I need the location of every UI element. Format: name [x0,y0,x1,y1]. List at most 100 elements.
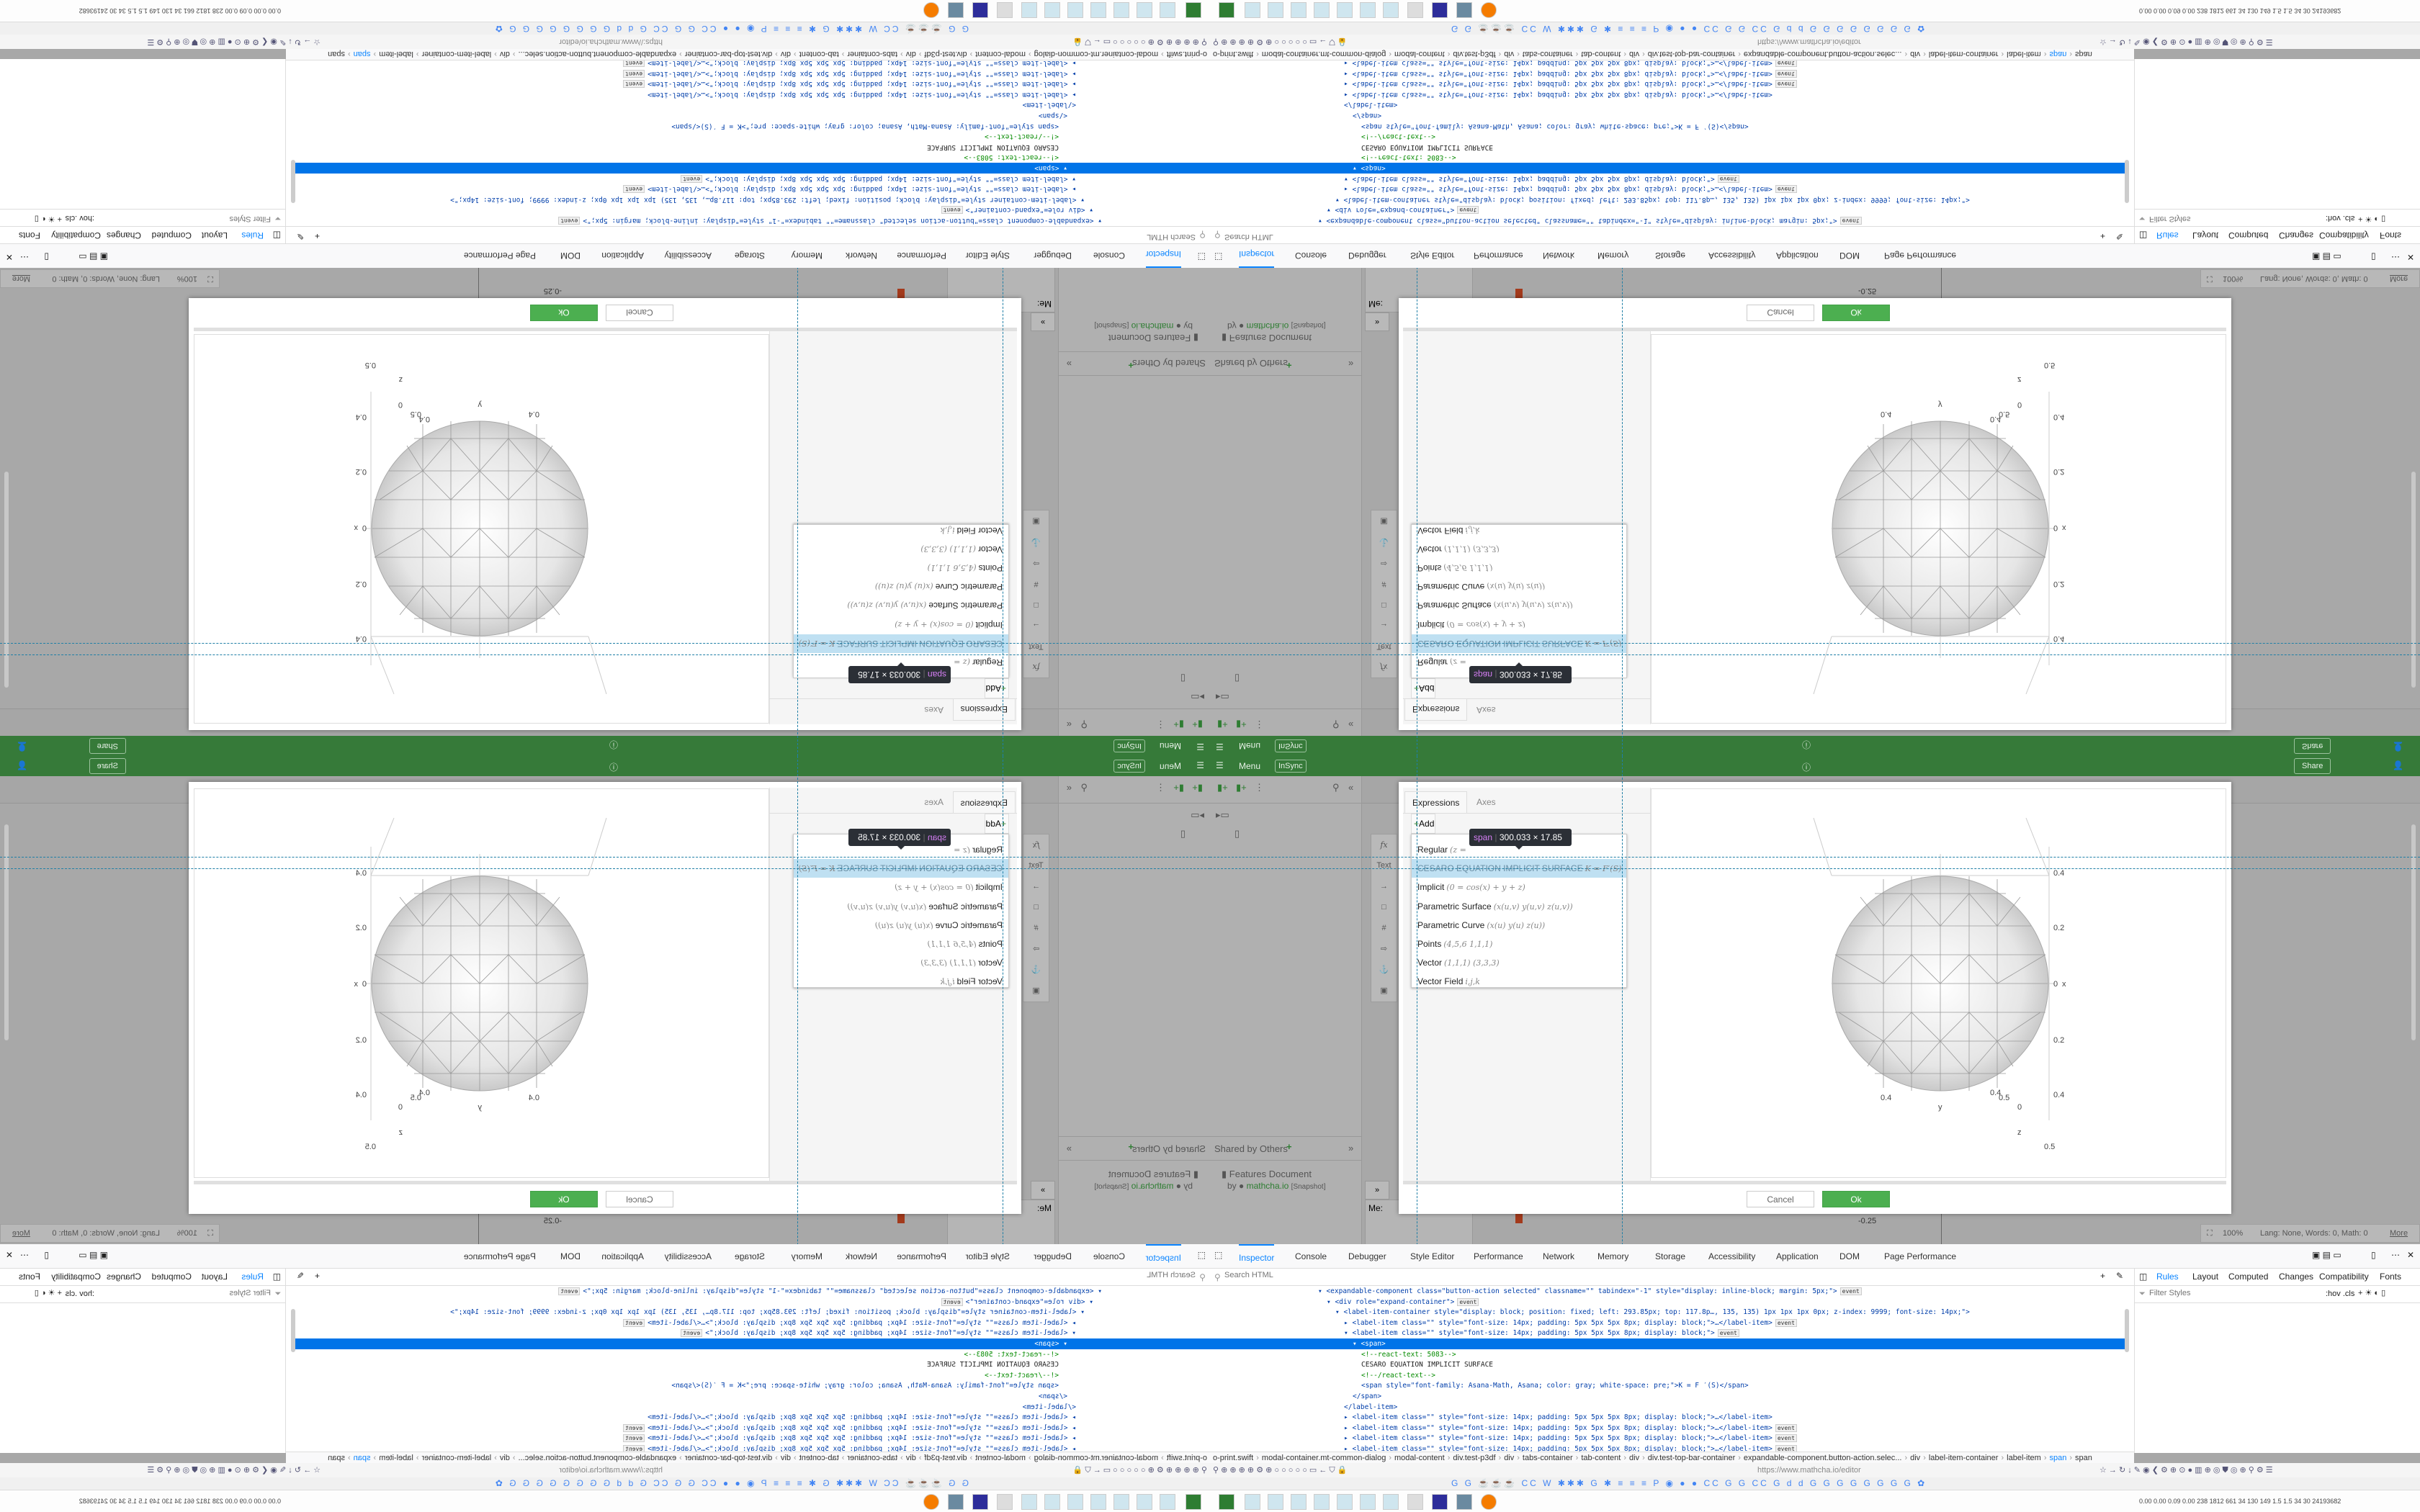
extension-icons[interactable]: ⚲ ⊕ ⊕ ⊕ ⊕ ⚙ ⊕ ○ ○ ○ ○ ○ ▭ ← ⛉ 🔒 [1072,1466,1207,1475]
breadcrumb-item[interactable]: div.test-top-bar-container [684,1454,773,1462]
author-link[interactable]: mathcha.io [1246,1181,1289,1191]
devtools-tab[interactable]: Memory [1597,1251,1629,1261]
breadcrumb-item[interactable]: tabs-container [847,1454,898,1462]
insync-badge[interactable]: InSync [1275,739,1307,752]
devtools-tab[interactable]: Debugger [1348,251,1386,261]
expand-chevron-icon[interactable]: » [1031,312,1055,331]
display-icon[interactable] [948,1494,964,1510]
breadcrumb-item[interactable]: div [905,50,916,58]
markup-node[interactable]: ▾ <label-item-container style="display: … [1210,1307,2125,1318]
more-options-icon[interactable]: ⋯ [20,1250,29,1260]
collapse-icon[interactable]: « [1348,719,1354,730]
pseudo-class-toggles[interactable]: :hov .cls [65,214,94,222]
floppy-icon[interactable] [972,1494,988,1510]
event-badge[interactable]: event [1775,1434,1797,1443]
html-search-input[interactable] [1224,233,2089,241]
event-badge[interactable]: event [1775,80,1797,89]
event-badge[interactable]: event [623,185,645,194]
breadcrumb-item[interactable]: div.test-p3df [924,50,967,58]
scrollbar[interactable] [2411,824,2416,1040]
arrow-tool-icon[interactable]: → [1380,621,1388,630]
breadcrumb-item[interactable]: expandable-component.button-action.selec… [518,50,677,58]
markup-node[interactable]: <!--/react-text--> [1210,1370,2125,1381]
floppy-icon[interactable] [972,2,988,18]
element-picker-icon[interactable]: ⬚ [1214,1250,1223,1260]
markup-node[interactable]: ▸ <label-item class="" style="font-size:… [1210,1412,2125,1423]
tab-expressions[interactable]: Expressions [1404,699,1468,721]
breadcrumb-item[interactable]: label-item [379,50,413,58]
breadcrumb-item[interactable]: o-print.swift [1213,1454,1254,1462]
event-badge[interactable]: event [681,1329,703,1338]
devtools-tab[interactable]: Application [601,251,644,261]
folder-icon[interactable]: ▸▭ [1191,692,1204,703]
devtools-tab[interactable]: Console [1093,1251,1125,1261]
shape-tool-icon[interactable]: □ [1381,600,1386,609]
markup-node[interactable]: CESARO EQUATION IMPLICIT SURFACE [1210,1359,2125,1370]
speaker-icon[interactable] [1407,1494,1423,1510]
sidebar-tab[interactable]: Rules [241,1272,264,1282]
breadcrumb-item[interactable]: expandable-component.button-action.selec… [518,1454,677,1462]
fullscreen-icon[interactable]: ⛶ [207,274,213,283]
fullscreen-icon[interactable]: ⛶ [2207,274,2213,283]
shared-by-others-header[interactable]: Shared by Others + » [1210,351,1362,376]
add-node-icon[interactable]: + [314,231,320,241]
markup-node[interactable]: <!--/react-text--> [1210,131,2125,142]
markup-node[interactable]: ▾ <div role="expand-container">event [295,204,1210,215]
firefox-icon[interactable] [1481,1494,1497,1510]
add-menu-item[interactable]: Vector Fieldi,j,k [794,972,1008,991]
add-menu-item[interactable]: Points(4,5,6 1,1,1) [1412,559,1626,577]
add-rule-icon[interactable]: + ☀ ◐ ▯ [34,215,62,223]
add-folder-icon[interactable]: ▮+ [1173,719,1184,730]
add-rule-icon[interactable]: + ☀ ◐ ▯ [2358,1289,2386,1297]
notepad-icon[interactable] [1268,2,1283,18]
cancel-button[interactable]: Cancel [606,1191,673,1207]
devtools-tab[interactable]: Network [1543,1251,1575,1261]
add-folder-icon[interactable]: ▮+ [1236,782,1247,793]
ok-button[interactable]: Ok [530,1191,598,1207]
breadcrumb-item[interactable]: o-print.swift [1213,50,1254,58]
event-badge[interactable]: event [1775,69,1797,78]
element-picker-icon[interactable]: ⬚ [1214,252,1223,262]
event-badge[interactable]: event [623,1423,645,1432]
breadcrumb-item[interactable]: span [353,1454,371,1462]
breadcrumb-item[interactable]: div [1504,1454,1515,1462]
markup-node[interactable]: </label-item> [295,1402,1210,1413]
sidebar-tab[interactable]: Rules [2156,230,2179,240]
collapse-chevron-icon[interactable]: » [1348,1143,1354,1153]
close-icon[interactable]: ✕ [2407,252,2415,262]
event-badge[interactable]: event [1717,174,1739,183]
more-link[interactable]: More [12,274,30,283]
url-bar[interactable]: https://www.mathcha.io/editor [1757,1466,1861,1475]
breadcrumb-item[interactable]: div.test-top-bar-container [1647,1454,1736,1462]
notepad-icon[interactable] [1021,1494,1037,1510]
ok-button[interactable]: Ok [530,305,598,321]
markup-node[interactable]: ▾ <div role="expand-container">event [1210,1297,2125,1308]
add-menu-item[interactable]: Vector(1,1,1) (3,3,3) [1412,953,1626,972]
breadcrumb-item[interactable]: span [2049,1454,2067,1462]
event-badge[interactable]: event [1775,1318,1797,1327]
3d-plot[interactable]: 0.4 0.2 0 x 0.2 0.4 y 0.4 0.4 0.5 0 z 0.… [194,334,769,724]
markup-node[interactable]: ▸ <label-item class="" style="font-size:… [295,1433,1210,1444]
toggle-pane-icon[interactable]: ◫ [2139,1272,2148,1282]
breadcrumb-item[interactable]: div [780,50,791,58]
add-button[interactable]: +Add ▾ [985,814,1009,847]
grid-tool-icon[interactable]: # [1034,580,1039,588]
breadcrumb-item[interactable]: expandable-component.button-action.selec… [1743,1454,1902,1462]
markup-node[interactable]: </label-item> [295,99,1210,110]
devtools-tab[interactable]: Memory [791,1251,823,1261]
arrow-tool-icon[interactable]: → [1380,882,1388,891]
add-document-icon[interactable]: ▮+ [1217,782,1228,793]
breadcrumb-item[interactable]: span [328,1454,345,1462]
firefox-icon[interactable] [1481,2,1497,18]
add-shared-icon[interactable]: + [1128,1141,1134,1152]
menu-icon[interactable]: ☰ [1196,760,1204,770]
add-menu-item[interactable]: Points(4,5,6 1,1,1) [1412,935,1626,953]
breadcrumb-item[interactable]: div [1910,1454,1921,1462]
add-menu-item[interactable]: Vector Fieldi,j,k [794,521,1008,540]
tab-expressions[interactable]: Expressions [1404,791,1468,813]
devtools-tab[interactable]: Accessibility [1708,251,1756,261]
zoom-select[interactable]: 100% [176,274,197,283]
markup-node[interactable]: ▸ <label-item class="" style="font-size:… [1210,184,2125,194]
user-icon[interactable]: 👤 [17,742,27,752]
